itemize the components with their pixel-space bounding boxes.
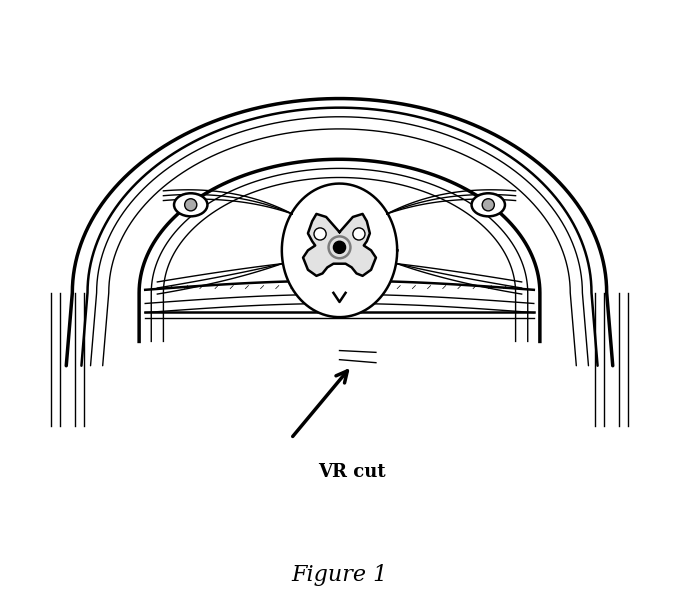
Circle shape: [329, 237, 350, 258]
Circle shape: [333, 241, 346, 253]
Text: Figure 1: Figure 1: [291, 564, 388, 586]
Text: VR cut: VR cut: [318, 463, 386, 481]
Ellipse shape: [174, 193, 207, 217]
Circle shape: [185, 199, 197, 211]
Circle shape: [353, 228, 365, 240]
Circle shape: [482, 199, 494, 211]
Circle shape: [314, 228, 326, 240]
Polygon shape: [303, 214, 376, 276]
Polygon shape: [282, 184, 397, 317]
Ellipse shape: [472, 193, 505, 217]
